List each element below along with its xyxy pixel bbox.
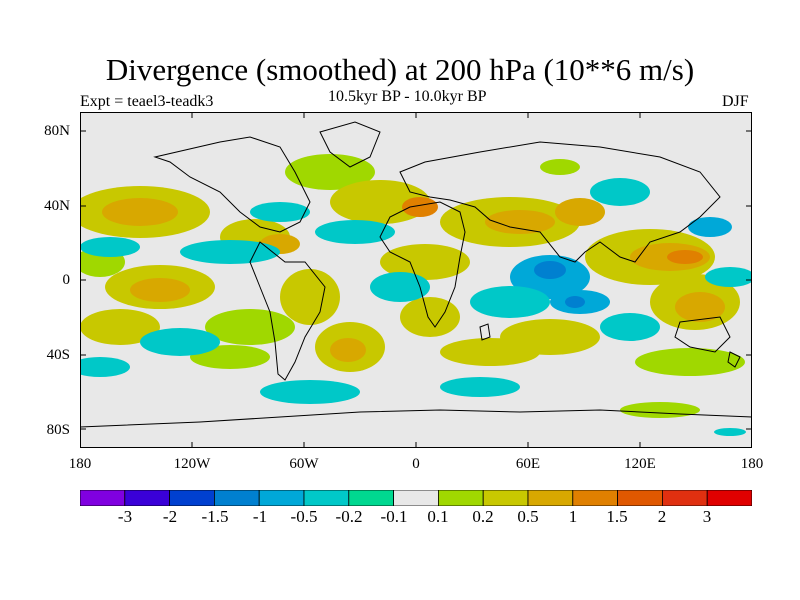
colorbar — [80, 490, 752, 506]
colorbar-box — [437, 490, 484, 506]
chart-title: Divergence (smoothed) at 200 hPa (10**6 … — [105, 52, 695, 87]
lon-label-60w: 60W — [289, 456, 319, 472]
colorbar-box — [303, 490, 350, 506]
colorbar-label-1: 1 — [568, 507, 578, 526]
colorbar-label-neg3: -3 — [117, 507, 133, 526]
lon-label-120w: 120W — [173, 456, 211, 472]
colorbar-label-1-5: 1.5 — [606, 507, 628, 526]
colorbar-label-neg0-5: -0.5 — [290, 507, 318, 526]
colorbar-box — [213, 490, 260, 506]
experiment-label: Expt = teael3-teadk3 — [80, 93, 214, 110]
colorbar-label-neg1: -1 — [252, 507, 268, 526]
colorbar-box — [706, 490, 752, 506]
lon-label-0: 0 — [412, 456, 420, 472]
colorbar-box — [80, 490, 126, 506]
colorbar-box — [124, 490, 170, 506]
colorbar-box — [572, 490, 618, 506]
colorbar-label-neg2: -2 — [162, 507, 178, 526]
lon-label-120e: 120E — [624, 456, 656, 472]
colorbar-box — [393, 490, 439, 506]
season-label: DJF — [722, 93, 749, 110]
lon-label-180w: 180 — [68, 456, 92, 472]
divergence-map — [80, 112, 752, 448]
colorbar-label-3: 3 — [702, 507, 712, 526]
colorbar-box — [348, 490, 394, 506]
lat-label-40n: 40N — [44, 198, 70, 214]
colorbar-label-neg0-1: -0.1 — [380, 507, 408, 526]
colorbar-label-2: 2 — [657, 507, 667, 526]
coastlines — [80, 121, 752, 428]
colorbar-box — [258, 490, 305, 506]
colorbar-label-neg0-2: -0.2 — [335, 507, 363, 526]
colorbar-box — [482, 490, 529, 506]
colorbar-box — [617, 490, 663, 506]
colorbar-label-0-2: 0.2 — [472, 507, 494, 526]
lat-label-0: 0 — [62, 272, 71, 288]
axis-ticks — [80, 112, 752, 448]
lon-label-60e: 60E — [515, 456, 541, 472]
lat-label-40s: 40S — [46, 347, 70, 363]
negative-regions — [80, 178, 752, 436]
period-label: 10.5kyr BP - 10.0kyr BP — [328, 88, 487, 105]
colorbar-box — [662, 490, 708, 506]
colorbar-box — [169, 490, 215, 506]
colorbar-label-neg1-5: -1.5 — [201, 507, 229, 526]
colorbar-label-0-1: 0.1 — [427, 507, 449, 526]
lat-label-80s: 80S — [46, 422, 70, 438]
colorbar-label-0-5: 0.5 — [517, 507, 539, 526]
lon-label-180e: 180 — [740, 456, 764, 472]
colorbar-box — [527, 490, 574, 506]
lat-label-80n: 80N — [44, 123, 70, 139]
